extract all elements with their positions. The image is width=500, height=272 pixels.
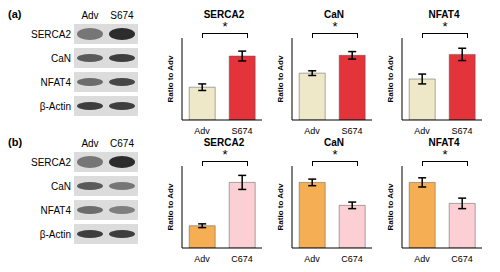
svg-text:Adv: Adv: [304, 126, 320, 134]
html-text:CaN: CaN: [324, 9, 344, 20]
svg-text:Adv: Adv: [81, 138, 98, 149]
html-text:CaN: CaN: [324, 137, 344, 148]
svg-text:C674: C674: [110, 138, 134, 149]
svg-text:Ratio to Adv: Ratio to Adv: [386, 55, 395, 102]
html-text:(b): (b): [8, 136, 22, 148]
svg-text:Ratio to Adv: Ratio to Adv: [166, 183, 175, 230]
svg-text:Adv: Adv: [81, 10, 98, 21]
svg-text:Adv: Adv: [414, 254, 430, 262]
svg-text:S674: S674: [451, 126, 472, 134]
html-text:SERCA2: SERCA2: [203, 9, 245, 20]
svg-text:Adv: Adv: [414, 126, 430, 134]
svg-text:C674: C674: [451, 254, 473, 262]
svg-text:C674: C674: [341, 254, 363, 262]
html-text:SERCA2: SERCA2: [203, 137, 245, 148]
svg-text:Ratio to Adv: Ratio to Adv: [276, 55, 285, 102]
html-text:NFAT4: NFAT4: [428, 137, 460, 148]
svg-text:SERCA2: SERCA2: [31, 29, 71, 40]
svg-text:C674: C674: [231, 254, 253, 262]
svg-text:Ratio to Adv: Ratio to Adv: [166, 55, 175, 102]
svg-text:NFAT4: NFAT4: [41, 77, 72, 88]
svg-text:Adv: Adv: [194, 126, 210, 134]
svg-text:S674: S674: [110, 10, 134, 21]
svg-text:CaN: CaN: [51, 53, 71, 64]
svg-text:Ratio to Adv: Ratio to Adv: [386, 183, 395, 230]
svg-text:CaN: CaN: [51, 181, 71, 192]
svg-text:S674: S674: [231, 126, 252, 134]
html-text:NFAT4: NFAT4: [428, 9, 460, 20]
svg-text:β-Actin: β-Actin: [40, 101, 71, 112]
svg-text:NFAT4: NFAT4: [41, 205, 72, 216]
svg-text:SERCA2: SERCA2: [31, 157, 71, 168]
svg-text:Adv: Adv: [194, 254, 210, 262]
html-text:(a): (a): [8, 8, 22, 20]
svg-text:S674: S674: [341, 126, 362, 134]
svg-text:Ratio to Adv: Ratio to Adv: [276, 183, 285, 230]
svg-text:β-Actin: β-Actin: [40, 229, 71, 240]
svg-text:Adv: Adv: [304, 254, 320, 262]
